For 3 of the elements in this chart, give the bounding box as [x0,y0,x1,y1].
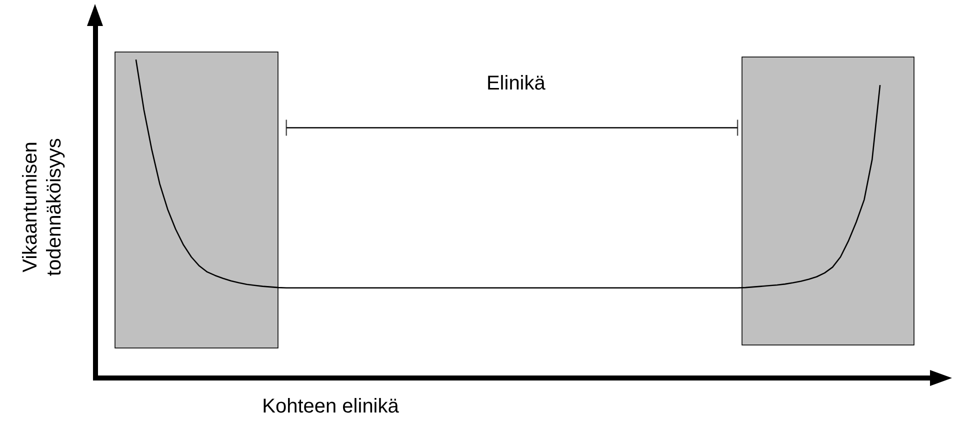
y-axis-title: Vikaantumisen todennäköisyys [20,138,66,276]
series-label: Elinikä [486,72,546,95]
x-axis-title: Kohteen elinikä [262,396,400,418]
